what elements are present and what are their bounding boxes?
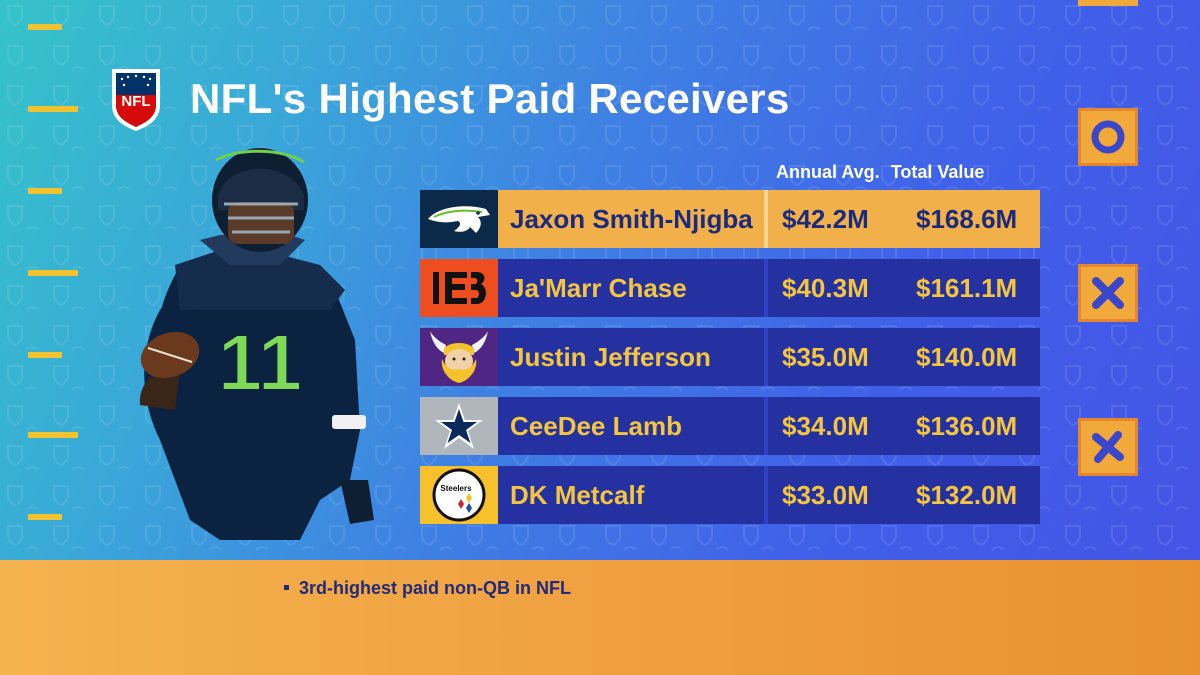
annual-avg-value: $40.3M <box>782 273 869 303</box>
team-logo: Steelers <box>420 466 498 524</box>
player-name: DK Metcalf <box>498 466 764 524</box>
yard-marker <box>28 432 78 438</box>
bullet-square-icon <box>284 584 289 590</box>
seahawks-logo-icon <box>428 206 490 233</box>
circle-icon <box>1091 120 1125 154</box>
yard-marker <box>28 24 62 30</box>
jersey-number: 11 <box>218 318 303 407</box>
total-value: $140.0M <box>916 342 1018 372</box>
contract-values: $35.0M $140.0M <box>768 328 1040 386</box>
vikings-logo-icon <box>430 331 488 383</box>
total-value: $161.1M <box>916 273 1018 303</box>
contract-values: $34.0M $136.0M <box>768 397 1040 455</box>
table-row: Steelers DK Metcalf $33.0M $132.0M <box>420 466 1040 524</box>
annual-avg-value: $34.0M <box>782 411 869 441</box>
nfl-logo-text: NFL <box>121 93 150 110</box>
x-icon <box>1092 431 1124 463</box>
player-name: Justin Jefferson <box>498 328 764 386</box>
footer-band <box>0 560 1200 675</box>
contract-values: $42.2M $168.6M <box>768 190 1040 248</box>
annual-avg-value: $33.0M <box>782 480 869 510</box>
yard-marker <box>28 188 62 194</box>
yard-marker <box>28 352 62 358</box>
total-value: $132.0M <box>916 480 1018 510</box>
team-logo <box>420 259 498 317</box>
player-name: Jaxon Smith-Njigba <box>498 190 764 248</box>
steelers-logo-text: Steelers <box>440 484 472 493</box>
x-icon <box>1092 277 1124 309</box>
annual-avg-value: $35.0M <box>782 342 869 372</box>
cell-divider <box>764 466 768 524</box>
cell-divider <box>764 328 768 386</box>
yard-marker <box>28 514 62 520</box>
yard-marker <box>28 270 78 276</box>
x-play-tile <box>1078 418 1138 476</box>
player-name: CeeDee Lamb <box>498 397 764 455</box>
bengals-logo-icon <box>433 272 486 304</box>
decor-tile-top <box>1078 0 1138 6</box>
header: NFL NFL's Highest Paid Receivers <box>108 64 790 134</box>
yard-marker <box>28 106 78 112</box>
table-row: CeeDee Lamb $34.0M $136.0M <box>420 397 1040 455</box>
table-row: Ja'Marr Chase $40.3M $161.1M <box>420 259 1040 317</box>
cell-divider <box>764 259 768 317</box>
column-headers: Annual Avg. Total Value <box>776 162 1038 183</box>
team-logo <box>420 328 498 386</box>
footer-bullet: 3rd-highest paid non-QB in NFL <box>284 578 571 599</box>
annual-avg-value: $42.2M <box>782 204 869 234</box>
player-photo: 11 <box>139 148 374 540</box>
column-header-aav: Annual Avg. <box>776 162 880 182</box>
x-play-tile <box>1078 264 1138 322</box>
player-name: Ja'Marr Chase <box>498 259 764 317</box>
circle-play-tile <box>1078 108 1138 166</box>
column-header-total: Total Value <box>890 162 985 182</box>
page-title: NFL's Highest Paid Receivers <box>190 75 790 122</box>
footer-bullet-text: 3rd-highest paid non-QB in NFL <box>299 578 571 598</box>
cell-divider <box>764 190 768 248</box>
table-row: Justin Jefferson $35.0M $140.0M <box>420 328 1040 386</box>
cell-divider <box>764 397 768 455</box>
contract-values: $40.3M $161.1M <box>768 259 1040 317</box>
total-value: $168.6M <box>916 204 1018 234</box>
total-value: $136.0M <box>916 411 1018 441</box>
steelers-logo-icon: Steelers <box>432 468 486 522</box>
nfl-shield-logo: NFL <box>112 69 160 131</box>
cowboys-logo-icon <box>435 403 483 449</box>
table-row: Jaxon Smith-Njigba $42.2M $168.6M <box>420 190 1040 248</box>
team-logo <box>420 190 498 248</box>
team-logo <box>420 397 498 455</box>
contract-values: $33.0M $132.0M <box>768 466 1040 524</box>
